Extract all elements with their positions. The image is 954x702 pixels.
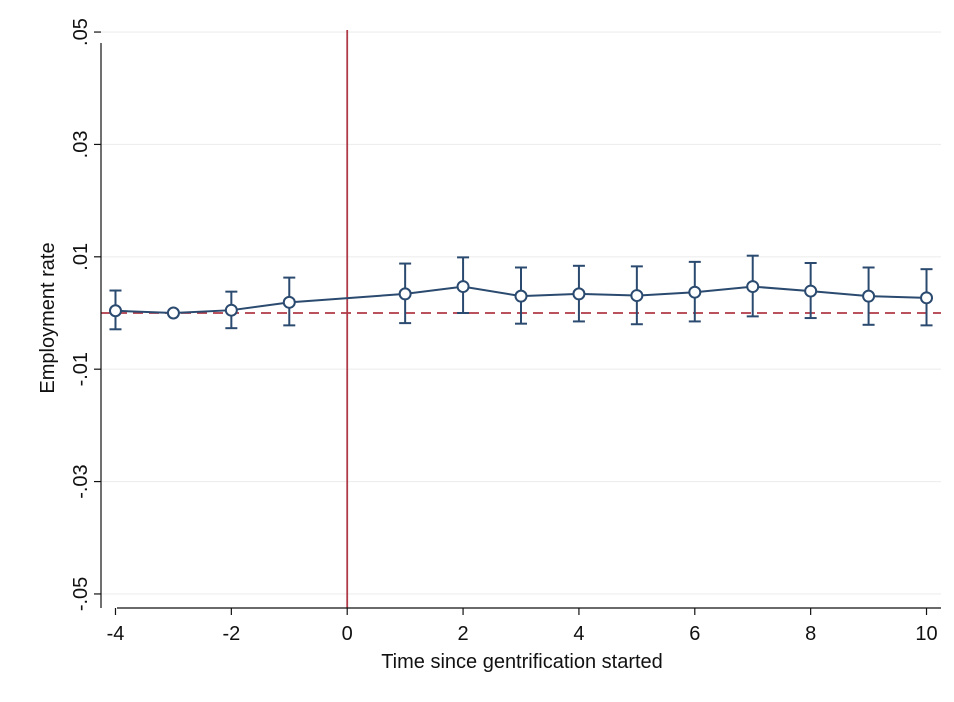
estimate-point [804,284,818,298]
x-tick-label: 6 [689,623,700,645]
estimate-point [630,289,644,303]
estimate-point [688,285,702,299]
x-axis-title: Time since gentrification started [381,651,663,673]
estimate-point [166,306,180,320]
point-markers [108,280,934,320]
estimate-line [115,285,927,315]
estimate-point [920,291,934,305]
estimate-point [398,287,412,301]
y-tick-label: .03 [70,131,92,159]
estimate-point [514,289,528,303]
series-line-group [115,285,927,315]
x-tick-label: 4 [573,623,584,645]
estimate-point [224,303,238,317]
x-tick-label: 2 [458,623,469,645]
y-axis-title: Employment rate [37,242,59,393]
estimate-point [108,304,122,318]
x-tick-label: -4 [107,623,125,645]
y-tick-label: -.05 [70,577,92,611]
x-tick-label: 8 [805,623,816,645]
axes [94,31,941,615]
x-tick-label: 0 [342,623,353,645]
estimate-point [746,280,760,294]
grid-lines [101,31,941,595]
y-tick-label: -.03 [70,464,92,498]
estimate-point [456,280,470,294]
estimate-point [572,287,586,301]
y-tick-label: .01 [70,243,92,271]
x-tick-label: 10 [915,623,937,645]
x-tick-label: -2 [222,623,240,645]
estimate-point [282,295,296,309]
y-tick-label: .05 [70,18,92,46]
y-tick-label: -.01 [70,352,92,386]
estimate-point [862,289,876,303]
tick-labels: -.05 -.03 -.01 .01 .03 .05 -4 -2 0 2 4 6 8 10 [70,18,938,645]
